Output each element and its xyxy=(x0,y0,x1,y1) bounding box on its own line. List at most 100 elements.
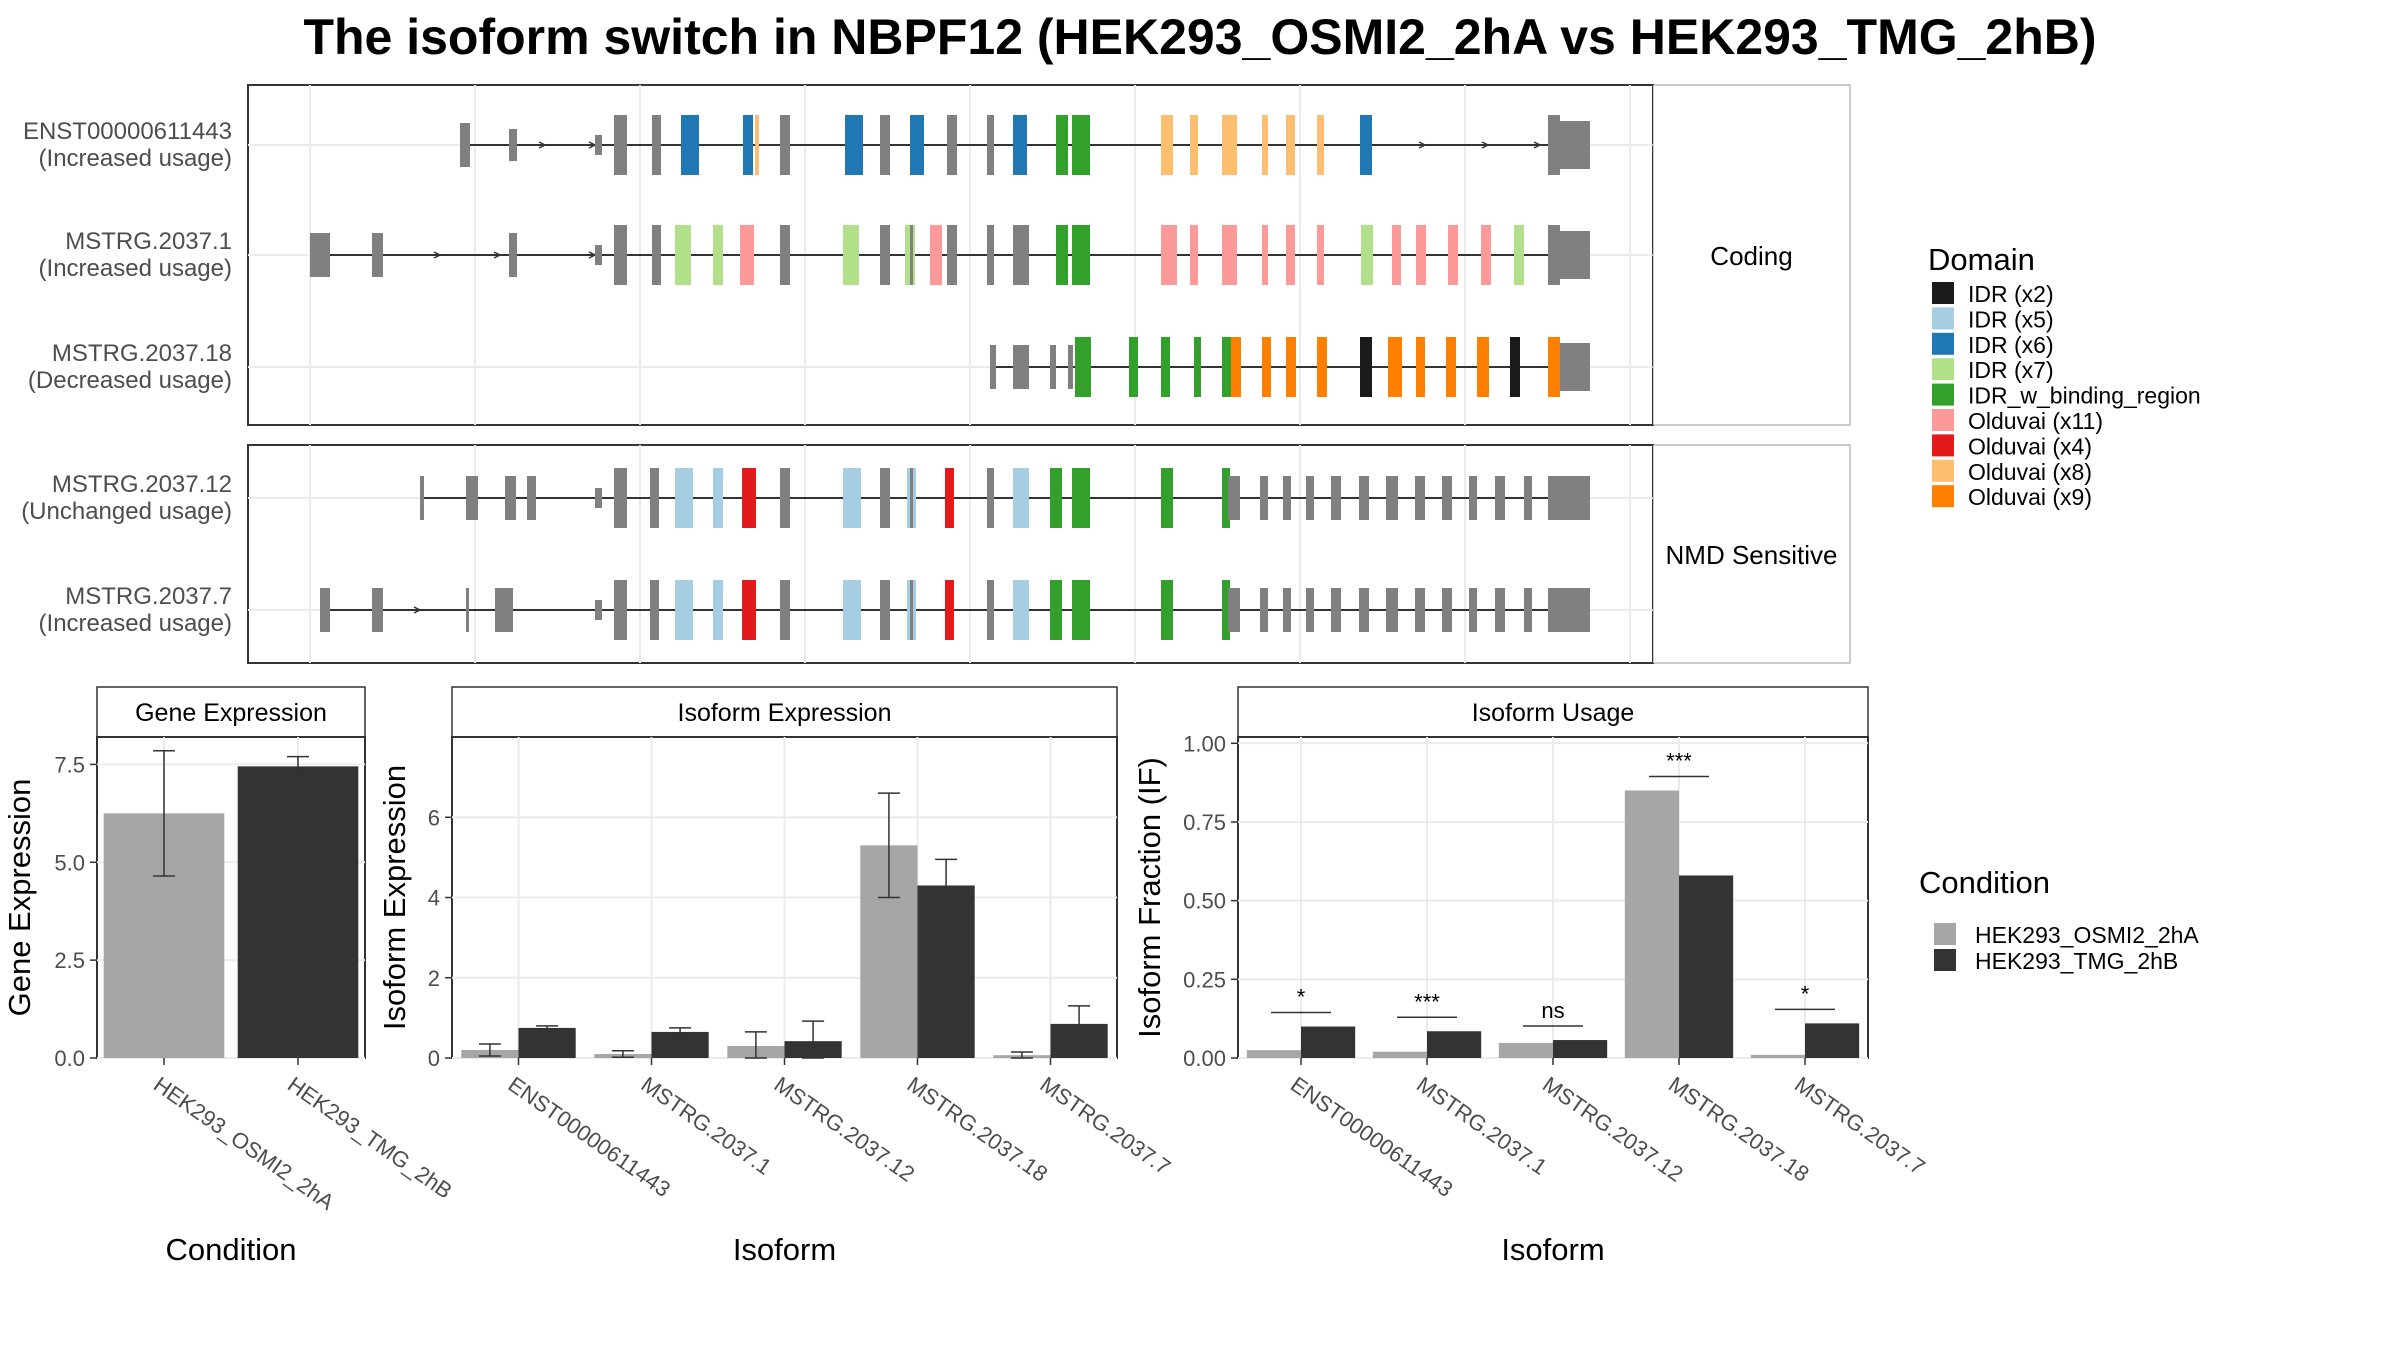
exon-block xyxy=(1386,476,1398,520)
exon-block xyxy=(740,225,754,285)
exon-block xyxy=(505,476,516,520)
exon-block xyxy=(880,115,890,175)
data-bar xyxy=(1679,875,1734,1058)
exon-block xyxy=(1228,476,1240,520)
facet-strip-label: NMD Sensitive xyxy=(1666,540,1838,570)
exon-block xyxy=(742,468,756,528)
exon-block xyxy=(675,225,691,285)
exon-block xyxy=(1161,115,1173,175)
y-tick-label: 6 xyxy=(428,805,440,830)
exon-block xyxy=(1392,225,1401,285)
exon-block xyxy=(1286,115,1295,175)
exon-block xyxy=(1548,225,1560,285)
exon-block xyxy=(420,476,424,520)
exon-block xyxy=(755,115,759,175)
exon-block xyxy=(1072,115,1090,175)
panel-strip-label: Gene Expression xyxy=(135,699,327,727)
significance-label: *** xyxy=(1666,749,1692,774)
y-axis-label: Isoform Expression xyxy=(377,765,412,1030)
facet-strip-label: Coding xyxy=(1710,241,1792,271)
exon-block xyxy=(987,468,994,528)
exon-block xyxy=(1560,121,1590,169)
data-bar xyxy=(518,1027,576,1058)
exon-block xyxy=(1013,115,1027,175)
data-bar xyxy=(1427,1031,1482,1058)
exon-block xyxy=(1388,337,1402,397)
exon-block xyxy=(1317,225,1324,285)
panel-strip-label: Isoform Usage xyxy=(1472,699,1635,727)
exon-block xyxy=(1495,588,1505,632)
y-tick-label: 2 xyxy=(428,966,440,991)
data-bar xyxy=(1624,790,1679,1058)
domain-legend-label: Olduvai (x11) xyxy=(1968,408,2103,434)
transcript-id-label: MSTRG.2037.12 xyxy=(52,471,232,498)
exon-block xyxy=(1013,468,1029,528)
domain-legend-label: IDR (x7) xyxy=(1968,357,2054,383)
panel-strip xyxy=(1237,686,1869,738)
exon-block xyxy=(1317,115,1324,175)
exon-block xyxy=(1524,476,1532,520)
exon-block xyxy=(1283,588,1291,632)
exon-block xyxy=(1161,337,1170,397)
exon-block xyxy=(372,233,383,277)
y-tick-label: 0.25 xyxy=(1183,967,1226,992)
transcript-id-label: MSTRG.2037.18 xyxy=(52,340,232,367)
exon-block xyxy=(910,468,913,528)
transcript-usage-label: (Increased usage) xyxy=(39,255,232,282)
exon-block xyxy=(910,580,913,640)
domain-legend-label: Olduvai (x8) xyxy=(1968,459,2092,485)
exon-block xyxy=(742,580,756,640)
exon-block xyxy=(1446,337,1456,397)
exon-block xyxy=(1283,476,1291,520)
exon-block xyxy=(1260,588,1268,632)
exon-block xyxy=(1194,337,1201,397)
significance-label: * xyxy=(1297,985,1306,1010)
exon-block xyxy=(1548,476,1590,520)
exon-block xyxy=(1548,115,1560,175)
exon-block xyxy=(614,468,620,528)
significance-label: *** xyxy=(1414,989,1440,1014)
transcript-id-label: MSTRG.2037.1 xyxy=(65,228,232,255)
data-bar xyxy=(1498,1042,1553,1058)
exon-block xyxy=(945,580,954,640)
exon-block xyxy=(595,488,602,508)
exon-block xyxy=(845,115,863,175)
exon-block xyxy=(1415,476,1425,520)
exon-block xyxy=(1262,115,1268,175)
data-bar xyxy=(1372,1051,1427,1058)
exon-block xyxy=(1548,337,1560,397)
exon-block xyxy=(1262,225,1268,285)
exon-block xyxy=(880,580,890,640)
domain-legend-key xyxy=(1932,383,1954,406)
exon-block xyxy=(1222,580,1230,640)
y-tick-label: 0 xyxy=(428,1046,440,1071)
domain-legend-title: Domain xyxy=(1928,242,2035,277)
exon-block xyxy=(310,233,330,277)
exon-block xyxy=(1260,476,1268,520)
exon-block xyxy=(1222,115,1237,175)
transcript-usage-label: (Increased usage) xyxy=(39,610,232,637)
exon-block xyxy=(1050,580,1062,640)
exon-block xyxy=(1331,476,1341,520)
condition-legend-label: HEK293_OSMI2_2hA xyxy=(1975,922,2199,948)
transcript-usage-label: (Increased usage) xyxy=(39,145,232,172)
panel-strip xyxy=(451,686,1118,738)
domain-legend-key xyxy=(1932,459,1954,482)
exon-block xyxy=(595,135,602,155)
exon-block xyxy=(947,115,957,175)
exon-block xyxy=(1510,337,1520,397)
exon-block xyxy=(1050,345,1056,389)
exon-block xyxy=(1222,468,1230,528)
x-axis-label: Condition xyxy=(166,1232,297,1267)
y-tick-label: 0.00 xyxy=(1183,1046,1226,1071)
exon-block xyxy=(1262,337,1271,397)
panel-strip xyxy=(96,686,366,738)
strand-arrow xyxy=(413,606,422,614)
exon-block xyxy=(843,580,861,640)
exon-block xyxy=(618,468,627,528)
exon-block xyxy=(713,468,723,528)
exon-block xyxy=(990,345,996,389)
data-bar xyxy=(1301,1026,1356,1058)
transcript-usage-label: (Decreased usage) xyxy=(28,367,232,394)
exon-block xyxy=(1469,588,1477,632)
